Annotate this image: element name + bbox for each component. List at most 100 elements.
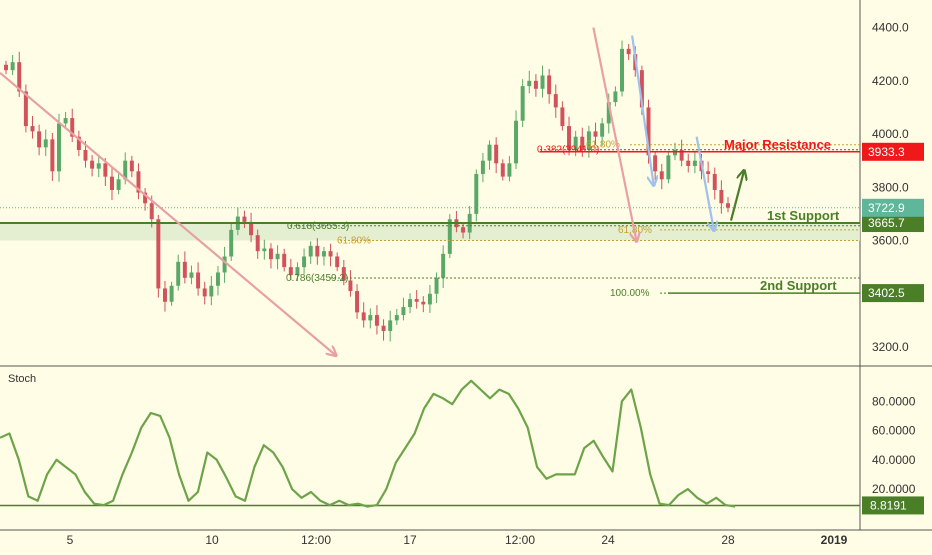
time-tick-label: 28 [721, 533, 735, 547]
candle-down [50, 139, 55, 172]
candle-down [76, 136, 81, 151]
candle-down [659, 171, 664, 180]
candle-down [149, 203, 154, 220]
fib-level-label: 61.80% [337, 236, 371, 247]
support-zone [0, 223, 860, 241]
candle-down [580, 136, 585, 151]
candle-down [414, 299, 419, 302]
price-badge-text: 3665.7 [868, 216, 905, 230]
candle-up [43, 139, 48, 148]
candle-down [315, 245, 320, 257]
candle-up [487, 144, 492, 161]
price-badge [862, 284, 924, 303]
candle-up [295, 267, 300, 276]
candle-down [533, 80, 538, 89]
candle-up [474, 173, 479, 214]
price-badge [862, 142, 924, 161]
candle-up [123, 160, 128, 180]
candle-down [686, 160, 691, 166]
candle-up [573, 136, 578, 151]
time-tick-label: 17 [403, 533, 417, 547]
candle-down [30, 126, 35, 132]
candle-down [567, 126, 572, 151]
candle-up [540, 75, 545, 89]
candle-down [23, 91, 28, 127]
candle-down [348, 280, 353, 292]
candle-down [196, 272, 201, 289]
candle-down [182, 261, 187, 278]
candle-down [719, 189, 724, 204]
candle-up [692, 160, 697, 166]
candle-down [249, 221, 254, 236]
stoch-current-badge [862, 496, 924, 515]
candle-up [222, 256, 227, 273]
fib-level-label: 0.382(3941.0) [537, 145, 599, 156]
candle-up [215, 272, 220, 286]
time-tick-label: 5 [67, 533, 74, 547]
candle-down [103, 163, 108, 177]
candle-down [282, 253, 287, 268]
fib-level-label: 100.00% [610, 288, 650, 299]
fib-level-label: 0.786(3459.2) [286, 273, 348, 284]
candle-down [639, 70, 644, 108]
candle-up [116, 179, 121, 190]
candle-down [461, 227, 466, 233]
candle-down [162, 288, 167, 302]
candle-down [70, 118, 75, 137]
last-price-badge [862, 198, 924, 217]
candle-down [255, 235, 260, 252]
candle-up [275, 253, 280, 260]
candle-up [169, 285, 174, 302]
price-tick-label: 3200.0 [872, 340, 909, 354]
candle-up [606, 102, 611, 124]
candle-down [17, 62, 22, 92]
candle-down [328, 251, 333, 257]
candle-down [646, 107, 651, 156]
candle-up [229, 229, 234, 257]
candle-up [666, 155, 671, 180]
candle-down [381, 325, 386, 332]
trend-arrow-projection [631, 35, 654, 185]
price-badge-text: 3933.3 [868, 145, 905, 159]
price-tick-label: 3600.0 [872, 234, 909, 248]
candle-up [527, 80, 532, 87]
price-tick-label: 4400.0 [872, 21, 909, 35]
candle-up [620, 48, 625, 92]
level-label: 1st Support [767, 208, 840, 223]
level-label: 2nd Support [760, 278, 837, 293]
candle-down [653, 155, 658, 172]
candle-up [189, 272, 194, 278]
candle-up [480, 160, 485, 174]
stoch-title: Stoch [8, 373, 36, 385]
candle-down [679, 150, 684, 161]
candle-down [355, 291, 360, 313]
candle-down [547, 75, 552, 95]
stoch-line [0, 379, 736, 508]
candle-down [626, 48, 631, 55]
trend-arrow-up [729, 171, 744, 221]
candle-down [500, 163, 505, 177]
candle-up [302, 256, 307, 268]
stoch-tick-label: 60.0000 [872, 424, 916, 438]
candle-up [63, 118, 68, 124]
candle-down [268, 248, 273, 260]
candle-down [341, 267, 346, 281]
time-tick-label: 10 [205, 533, 219, 547]
trend-arrow-projection [695, 136, 714, 230]
stoch-tick-label: 80.0000 [872, 394, 916, 408]
time-tick-label: 24 [601, 533, 615, 547]
fib-level-label: 0.618(3655.3) [287, 221, 349, 232]
price-tick-label: 4000.0 [872, 127, 909, 141]
price-tick-label: 3800.0 [872, 180, 909, 194]
candle-down [335, 256, 340, 268]
price-badge [862, 214, 924, 233]
candle-up [10, 62, 15, 71]
candle-up [434, 277, 439, 294]
candle-down [361, 312, 366, 321]
candle-up [388, 320, 393, 332]
candle-up [321, 251, 326, 257]
candle-down [143, 192, 148, 204]
candle-up [57, 123, 61, 172]
